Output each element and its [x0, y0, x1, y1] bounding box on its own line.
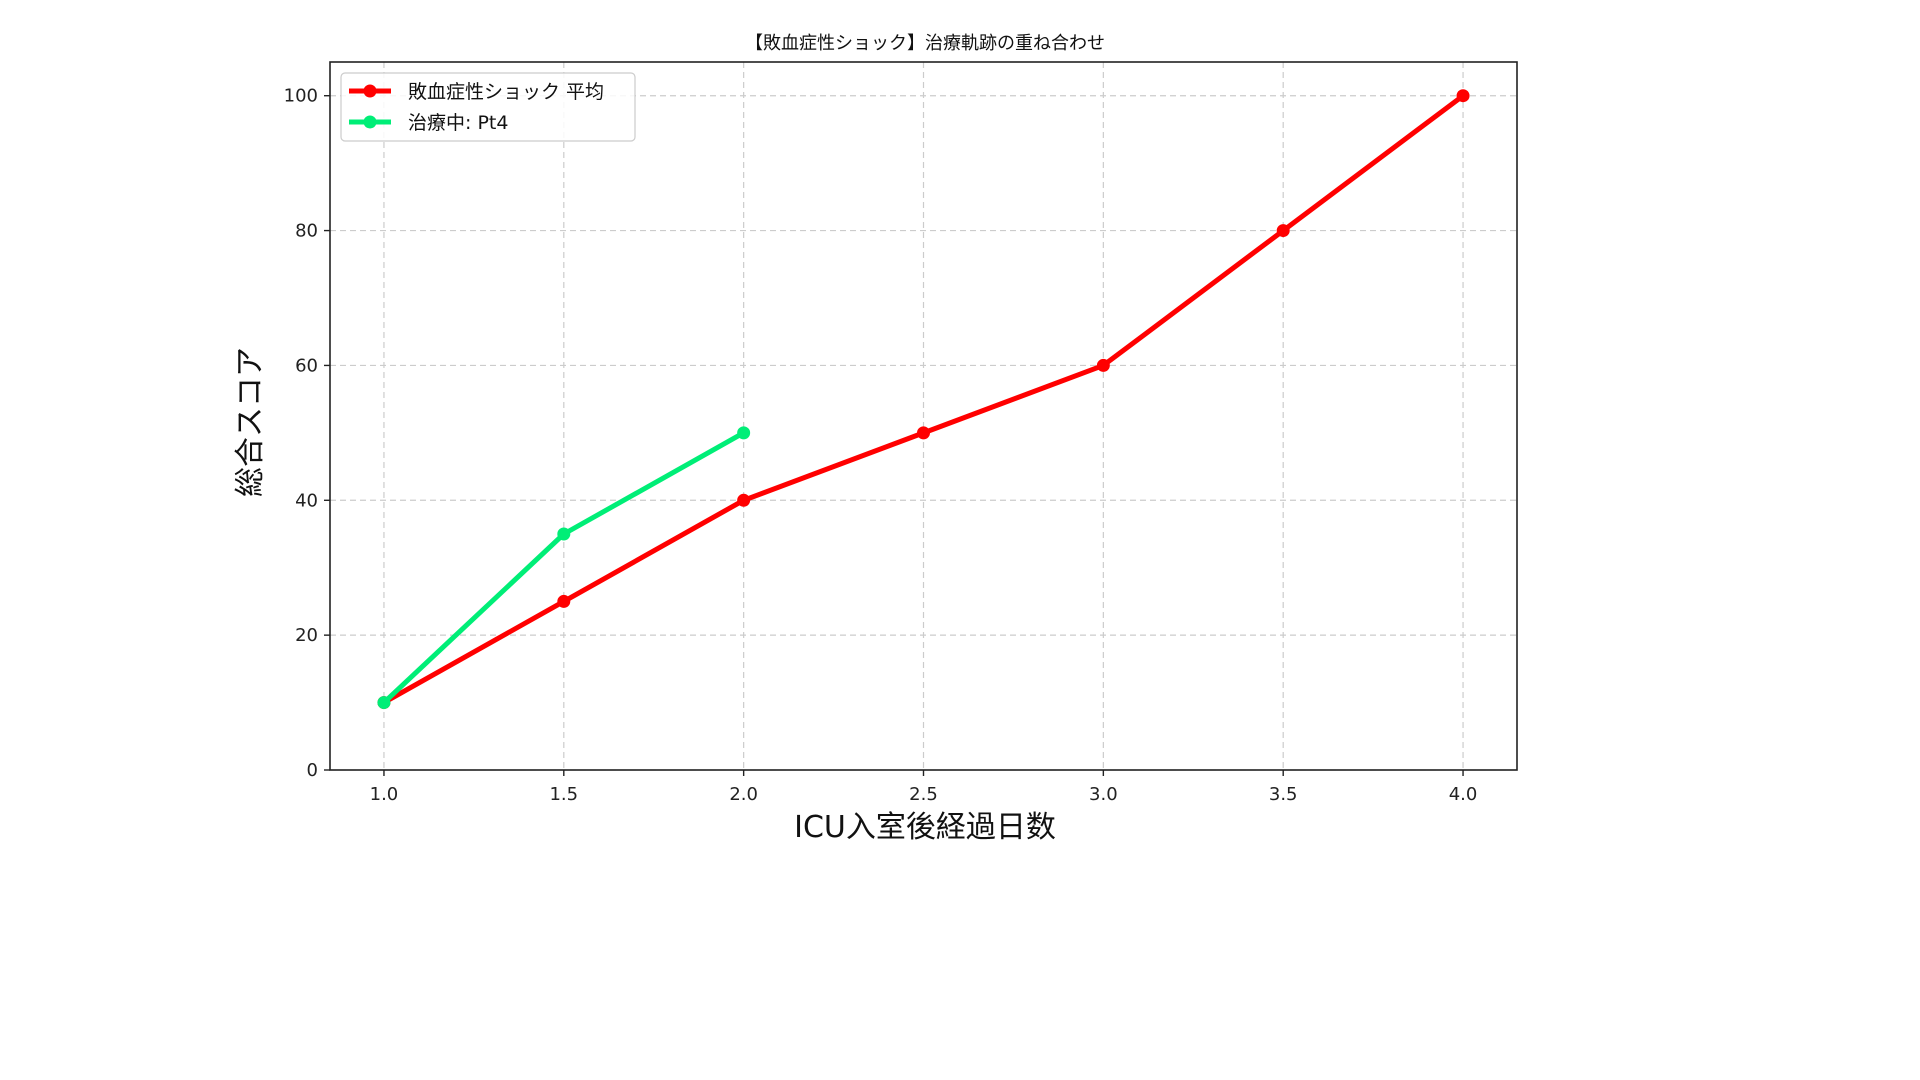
- y-tick-label: 60: [295, 355, 318, 376]
- legend-label: 治療中: Pt4: [408, 112, 508, 134]
- x-axis: 1.0 1.5 2.0 2.5 3.0 3.5 4.0: [370, 770, 1478, 805]
- x-tick-label: 2.5: [909, 784, 938, 805]
- legend-item: 敗血症性ショック 平均: [349, 81, 604, 103]
- x-tick-label: 2.0: [729, 784, 758, 805]
- x-tick-label: 1.0: [370, 784, 399, 805]
- series-1: [377, 89, 1470, 710]
- y-tick-label: 80: [295, 221, 318, 242]
- y-tick-label: 40: [295, 490, 318, 511]
- legend-box: [340, 72, 636, 142]
- legend-swatch-marker: [363, 115, 377, 129]
- data-point: [917, 426, 930, 440]
- grid: [330, 62, 1517, 771]
- data-point: [737, 426, 751, 440]
- y-tick-label: 20: [295, 625, 318, 646]
- y-axis: 0 20 40 60 80 100: [284, 86, 330, 781]
- series-layer: [377, 89, 1470, 710]
- x-axis-label: ICU入室後経過日数: [794, 810, 1056, 845]
- x-tick-label: 1.5: [549, 784, 578, 805]
- legend-item: 治療中: Pt4: [349, 112, 508, 134]
- data-point: [1096, 358, 1110, 372]
- chart-title: 【敗血症性ショック】治療軌跡の重ね合わせ: [745, 33, 1105, 54]
- x-tick-label: 3.5: [1269, 784, 1298, 805]
- y-axis-label: 総合スコア: [233, 347, 268, 497]
- data-point: [557, 527, 571, 541]
- x-tick-label: 4.0: [1449, 784, 1478, 805]
- series-2: [377, 426, 751, 710]
- legend-swatch-marker: [363, 84, 377, 98]
- y-tick-label: 100: [284, 86, 318, 107]
- data-point: [737, 493, 751, 507]
- y-tick-label: 0: [307, 760, 318, 781]
- data-point: [557, 594, 571, 608]
- data-point: [377, 696, 391, 710]
- data-point: [1456, 89, 1470, 103]
- data-point: [1276, 224, 1290, 238]
- legend-label: 敗血症性ショック 平均: [408, 81, 604, 103]
- x-tick-label: 3.0: [1089, 784, 1118, 805]
